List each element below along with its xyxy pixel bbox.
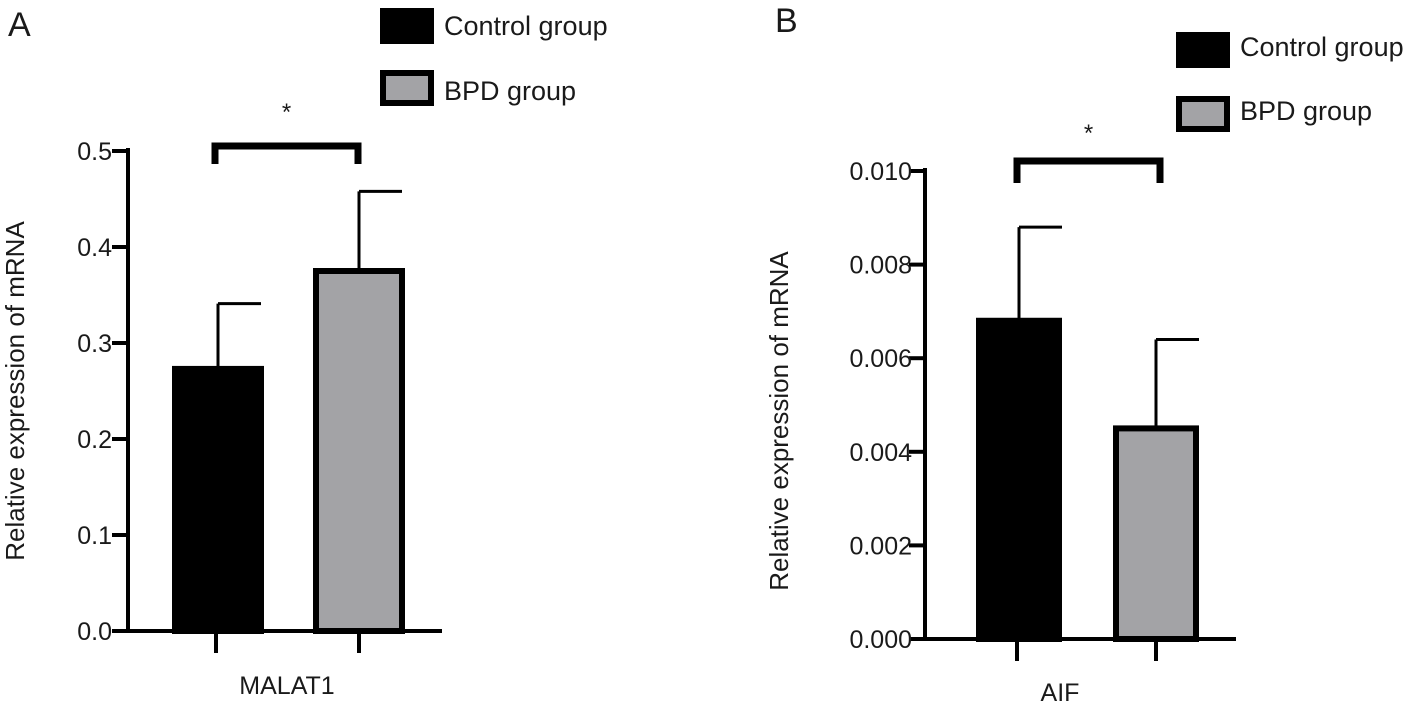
legend-label-bpd: BPD group — [1240, 96, 1372, 126]
y-tick-label: 0.008 — [849, 252, 912, 280]
legend-label-control: Control group — [444, 11, 608, 41]
y-tick-label: 0.3 — [77, 330, 112, 358]
chart-panel-b: B 0.000 0.002 0.004 0.006 0.008 0.010 Relative … — [764, 2, 1404, 704]
chart-panel-a: A 0.0 0.1 0.2 0.3 0.4 0.5 Relative expression o… — [0, 6, 608, 700]
legend-swatch-bpd — [1176, 96, 1230, 132]
legend-swatch-bpd — [380, 70, 434, 106]
y-tick-label: 0.2 — [77, 426, 112, 454]
y-tick-label: 0.4 — [77, 234, 112, 262]
bar-bpd — [313, 268, 405, 634]
y-tick-label: 0.006 — [849, 345, 912, 373]
legend-swatch-control — [1176, 32, 1230, 68]
legend-label-bpd: BPD group — [444, 76, 576, 106]
significance-star: * — [282, 99, 291, 126]
bar-control — [172, 365, 264, 634]
significance-star: * — [1084, 120, 1093, 147]
significance-bracket — [211, 142, 362, 164]
panel-label: A — [8, 6, 31, 44]
bar-control — [976, 317, 1062, 642]
y-tick-label: 0.004 — [849, 439, 912, 467]
y-tick-label: 0.010 — [849, 158, 912, 186]
y-tick-label: 0.000 — [849, 626, 912, 654]
legend-swatch-control — [380, 8, 434, 44]
significance-bracket — [1013, 157, 1164, 183]
y-tick-label: 0.0 — [77, 618, 112, 646]
y-axis-label: Relative expression of mRNA — [764, 251, 794, 591]
y-axis-label: Relative expression of mRNA — [0, 221, 30, 561]
category-label: MALAT1 — [239, 672, 334, 700]
y-tick-label: 0.002 — [849, 532, 912, 560]
y-tick-label: 0.1 — [77, 522, 112, 550]
category-label: AIF — [1041, 679, 1080, 704]
legend-label-control: Control group — [1240, 32, 1404, 62]
y-tick-label: 0.5 — [77, 138, 112, 166]
bar-bpd — [1113, 425, 1199, 642]
panel-label: B — [775, 2, 798, 40]
